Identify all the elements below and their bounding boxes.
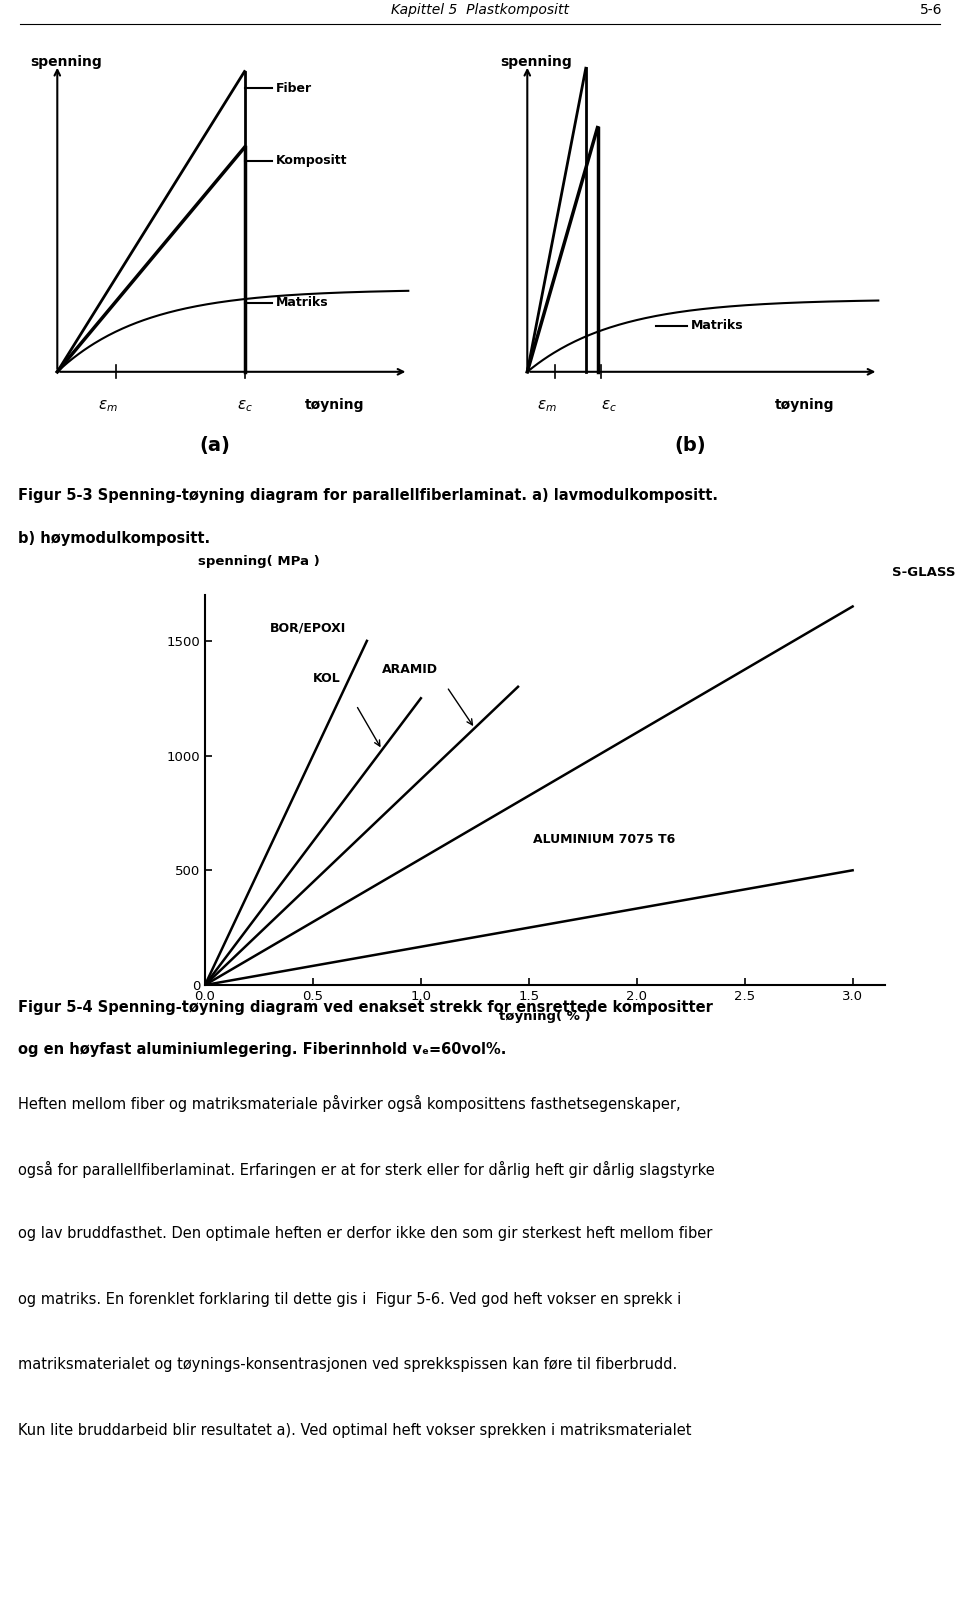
Text: også for parallellfiberlaminat. Erfaringen er at for sterk eller for dårlig heft: også for parallellfiberlaminat. Erfaring… xyxy=(18,1160,715,1178)
Text: matriksmaterialet og tøynings-konsentrasjonen ved sprekkspissen kan føre til fib: matriksmaterialet og tøynings-konsentras… xyxy=(18,1358,677,1372)
Text: Figur 5-3 Spenning-tøyning diagram for parallellfiberlaminat. a) lavmodulkomposi: Figur 5-3 Spenning-tøyning diagram for p… xyxy=(18,488,718,503)
Text: S-GLASS: S-GLASS xyxy=(892,566,955,579)
Text: Kapittel 5  Plastkompositt: Kapittel 5 Plastkompositt xyxy=(391,3,569,16)
Text: 5-6: 5-6 xyxy=(920,3,942,16)
Text: og matriks. En forenklet forklaring til dette gis i  Figur 5-6. Ved god heft vok: og matriks. En forenklet forklaring til … xyxy=(18,1291,682,1307)
Text: Heften mellom fiber og matriksmateriale påvirker også komposittens fasthetsegens: Heften mellom fiber og matriksmateriale … xyxy=(18,1095,681,1113)
Text: ARAMID: ARAMID xyxy=(382,663,438,676)
Text: spenning( MPa ): spenning( MPa ) xyxy=(198,555,320,568)
Text: ALUMINIUM 7075 T6: ALUMINIUM 7075 T6 xyxy=(533,832,676,845)
X-axis label: tøyning( % ): tøyning( % ) xyxy=(499,1011,590,1023)
Text: (a): (a) xyxy=(200,435,230,454)
Text: KOL: KOL xyxy=(313,672,341,684)
Text: $\varepsilon_c$: $\varepsilon_c$ xyxy=(236,397,252,414)
Text: tøyning: tøyning xyxy=(304,397,364,412)
Text: (b): (b) xyxy=(674,435,706,454)
Text: og lav bruddfasthet. Den optimale heften er derfor ikke den som gir sterkest hef: og lav bruddfasthet. Den optimale heften… xyxy=(18,1226,712,1241)
Text: Matriks: Matriks xyxy=(691,320,744,333)
Text: $\varepsilon_c$: $\varepsilon_c$ xyxy=(601,397,617,414)
Text: Kun lite bruddarbeid blir resultatet a). Ved optimal heft vokser sprekken i matr: Kun lite bruddarbeid blir resultatet a).… xyxy=(18,1422,691,1437)
Text: Kompositt: Kompositt xyxy=(276,154,348,167)
Text: spenning: spenning xyxy=(30,55,102,70)
Text: spenning: spenning xyxy=(500,55,572,70)
Text: tøyning: tøyning xyxy=(775,397,834,412)
Text: b) høymodulkompositt.: b) høymodulkompositt. xyxy=(18,532,210,547)
Text: $\varepsilon_m$: $\varepsilon_m$ xyxy=(98,397,118,414)
Text: BOR/EPOXI: BOR/EPOXI xyxy=(270,621,346,634)
Text: $\varepsilon_m$: $\varepsilon_m$ xyxy=(537,397,557,414)
Text: og en høyfast aluminiumlegering. Fiberinnhold vₑ=60vol%.: og en høyfast aluminiumlegering. Fiberin… xyxy=(18,1041,506,1058)
Text: Fiber: Fiber xyxy=(276,81,312,94)
Text: Matriks: Matriks xyxy=(276,295,328,310)
Text: Figur 5-4 Spenning-tøyning diagram ved enakset strekk for ensrettede kompositter: Figur 5-4 Spenning-tøyning diagram ved e… xyxy=(18,1001,713,1015)
